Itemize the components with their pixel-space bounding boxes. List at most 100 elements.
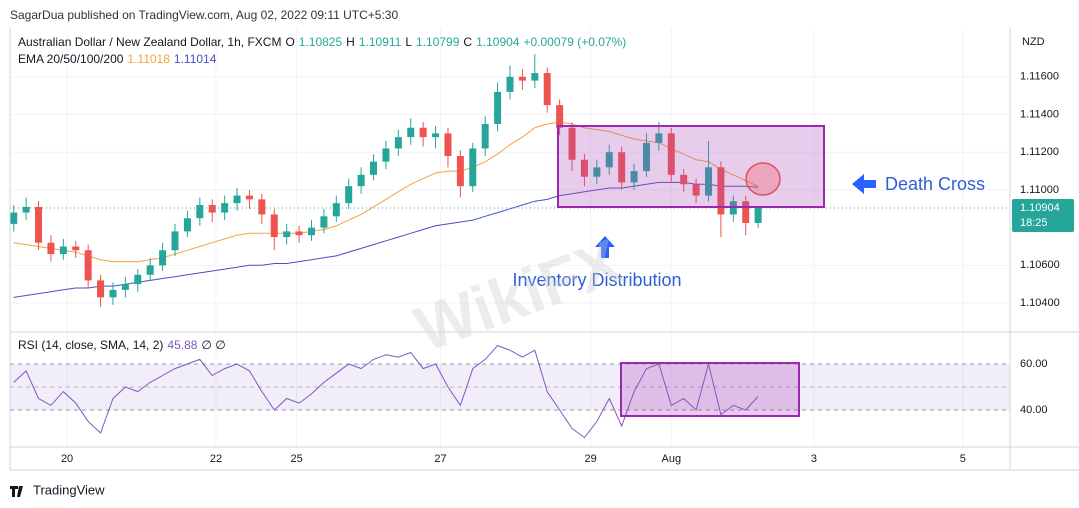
candle-body [580,159,588,177]
candle-body [35,206,43,243]
candle-body [134,274,142,285]
ohlc-l-label: L [405,35,413,49]
y-tick-label: 1.10400 [1020,297,1060,309]
symbol-title: Australian Dollar / New Zealand Dollar, … [18,35,282,49]
candle-body [196,205,204,219]
candle-body [618,152,626,183]
candle-body [84,250,92,281]
ema-label: EMA 20/50/100/200 [18,52,124,66]
candle-body [47,242,55,255]
candle-body [556,105,564,128]
ema-line [13,121,759,263]
candle-body [680,174,688,185]
rsi-box [620,362,800,417]
candle-body [295,231,303,236]
ohlc-o: 1.10825 [298,35,343,49]
candle-body [419,127,427,138]
candle-body [121,284,129,290]
candle-body [245,195,253,200]
last-price-box [1012,199,1074,233]
candle-body [382,148,390,162]
price-legend: Australian Dollar / New Zealand Dollar, … [18,35,630,49]
candle-body [754,208,762,223]
candle-body [543,73,551,106]
candle-body [531,73,539,81]
y-tick-label: 60.00 [1020,358,1048,370]
candle-body [208,205,216,213]
candle-body [456,156,464,187]
currency: NZD [1022,36,1045,48]
ohlc-l: 1.10799 [416,35,460,49]
last-price-label: 1.10904 [1020,202,1060,214]
candle-body [345,186,353,204]
rsi-extra: ∅ ∅ [201,338,226,352]
candle-body [171,231,179,251]
candle-body [22,206,30,213]
annotation-death-cross: Death Cross [885,174,985,194]
candle-body [283,231,291,238]
candle-body [370,161,378,175]
candle-body [97,280,105,298]
candle-body [444,133,452,157]
left-arrow [852,174,876,194]
y-tick-label: 1.11400 [1020,108,1059,120]
x-tick-label: 20 [61,453,73,465]
x-tick-label: Aug [662,453,682,465]
candle-body [692,184,700,196]
ohlc-c-label: C [463,35,473,49]
ohlc-h: 1.10911 [358,35,402,49]
y-tick-label: 1.10600 [1020,259,1060,271]
candle-body [270,214,278,238]
candle-body [233,195,241,204]
candle-body [605,152,613,168]
candle-body [109,289,117,298]
candle-body [506,76,514,92]
candle-body [72,246,80,251]
rsi-label: RSI (14, close, SMA, 14, 2) [18,338,164,352]
candle-body [667,133,675,175]
candle-body [705,167,713,196]
publisher: SagarDua published on TradingView.com, A… [10,8,399,22]
rsi-pane [10,345,1010,439]
candle-body [59,246,67,255]
candle-body [146,265,154,275]
x-tick-label: 29 [585,453,597,465]
ema-value: 1.11014 [173,52,217,66]
x-tick-label: 3 [811,453,817,465]
distribution-box [557,125,825,208]
candle-body [742,201,750,223]
candle-body [518,76,526,81]
brand-logo [10,486,23,497]
price-pane [10,54,1010,307]
candle-body [481,123,489,149]
ema-legend: EMA 20/50/100/200 1.11018 1.11014 [18,52,220,66]
ohlc-c: 1.10904 [476,35,520,49]
x-tick-label: 5 [960,453,966,465]
brand: TradingView [33,482,105,497]
candle-body [332,203,340,217]
rsi-value: 45.88 [167,338,198,352]
candle-body [320,216,328,228]
y-tick-label: 40.00 [1020,404,1048,416]
candle-body [593,167,601,177]
x-tick-label: 22 [210,453,222,465]
candle-body [357,174,365,187]
ema-value: 1.11018 [127,52,170,66]
annotation-inventory: Inventory Distribution [512,270,681,290]
ohlc-h-label: H [346,35,355,49]
candle-body [221,203,229,213]
up-arrow [595,236,615,258]
rsi-legend: RSI (14, close, SMA, 14, 2) 45.88 ∅ ∅ [18,338,230,352]
rsi-line [13,345,759,439]
candle-body [717,167,725,215]
ohlc-o-label: O [285,35,295,49]
candle-body [10,212,18,224]
candle-body [494,91,502,124]
candle-body [307,227,315,236]
candle-body [407,127,415,138]
y-tick-label: 1.11200 [1020,146,1059,158]
candle-body [258,199,266,215]
candle-body [642,142,650,172]
